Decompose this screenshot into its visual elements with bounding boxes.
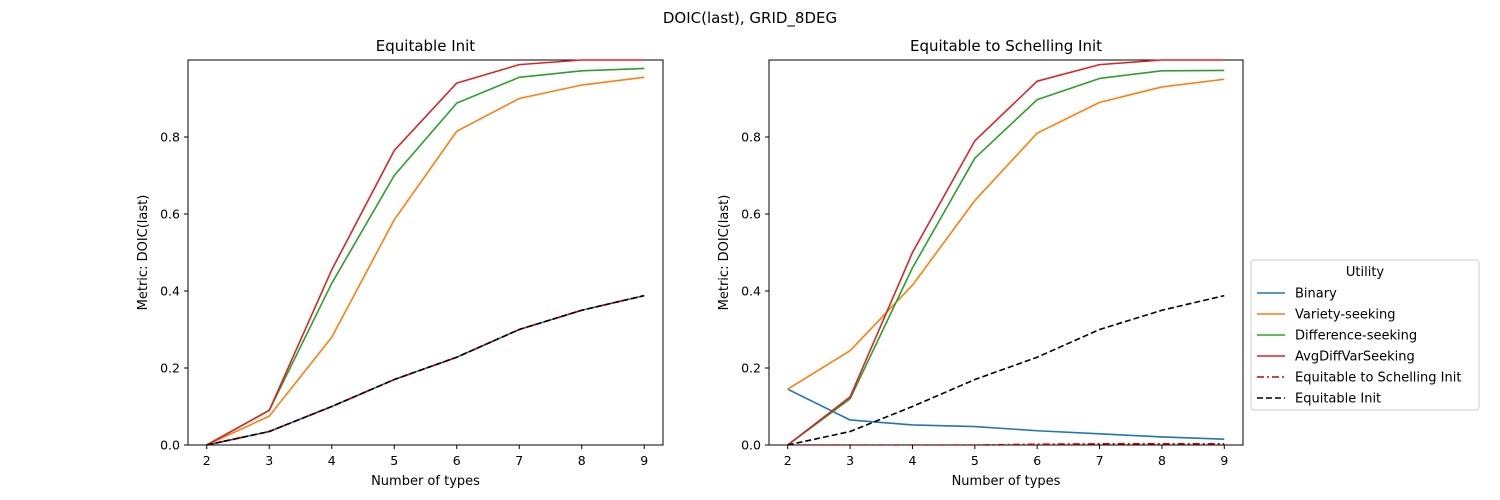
axes-frame xyxy=(768,59,1244,446)
x-tick-label: 3 xyxy=(265,453,273,468)
subplot-title: Equitable to Schelling Init xyxy=(910,37,1102,55)
series-line-variety-seeking xyxy=(206,76,645,445)
x-tick-label: 8 xyxy=(1158,453,1166,468)
y-tick-label: 0.6 xyxy=(160,207,180,222)
legend-label-equitable-init: Equitable Init xyxy=(1295,392,1381,407)
legend-frame xyxy=(1250,259,1480,411)
legend-label-binary: Binary xyxy=(1295,287,1337,302)
x-tick-label: 9 xyxy=(1220,453,1228,468)
series-line-difference-seeking xyxy=(206,67,645,445)
series-line-variety-seeking xyxy=(787,78,1225,390)
subplot-equitable-to-schelling-init: Equitable to Schelling Init 2 3 4 5 6 7 8 9 0.0 0.… xyxy=(717,37,1244,489)
series-line-equitable-init xyxy=(206,294,645,445)
legend-label-difference-seeking: Difference-seeking xyxy=(1295,329,1417,344)
series-line-difference-seeking xyxy=(787,69,1225,445)
y-axis-label: Metric: DOIC(last) xyxy=(717,195,732,311)
y-tick-label: 0.2 xyxy=(741,361,761,376)
series-line-binary xyxy=(787,388,1225,441)
x-tick-label: 2 xyxy=(203,453,211,468)
x-axis-label: Number of types xyxy=(371,474,480,489)
figure-suptitle: DOIC(last), GRID_8DEG xyxy=(663,9,837,28)
series-line-equitable-to-schelling-init xyxy=(206,294,645,445)
axes-frame xyxy=(187,59,664,446)
x-tick-label: 6 xyxy=(1033,453,1041,468)
x-tick-label: 8 xyxy=(578,453,586,468)
x-axis-label: Number of types xyxy=(952,474,1061,489)
x-tick-label: 3 xyxy=(846,453,854,468)
legend: Utility Binary Variety-seeking Difference-s… xyxy=(1250,259,1480,411)
y-axis-label: Metric: DOIC(last) xyxy=(136,195,151,311)
x-tick-label: 5 xyxy=(390,453,398,468)
y-tick-label: 0.6 xyxy=(741,207,761,222)
x-tick-label: 7 xyxy=(1096,453,1104,468)
series-line-avgdiffvarseeking xyxy=(206,59,645,445)
series-line-equitable-init xyxy=(787,294,1225,445)
subplot-equitable-init: Equitable Init 2 3 4 5 6 7 8 9 0.0 0.2 0.4 0.6 0.8 Num… xyxy=(136,37,664,489)
y-tick-label: 0.8 xyxy=(741,130,761,145)
legend-label-variety-seeking: Variety-seeking xyxy=(1295,308,1395,323)
legend-label-avgdiffvarseeking: AvgDiffVarSeeking xyxy=(1295,350,1415,365)
x-tick-label: 9 xyxy=(640,453,648,468)
subplot-title: Equitable Init xyxy=(376,37,476,55)
y-tick-label: 0.0 xyxy=(741,438,761,453)
legend-label-equitable-to-schelling-init: Equitable to Schelling Init xyxy=(1295,371,1461,386)
series-line-avgdiffvarseeking xyxy=(787,59,1225,445)
x-tick-label: 2 xyxy=(784,453,792,468)
x-tick-label: 7 xyxy=(515,453,523,468)
x-tick-label: 4 xyxy=(328,453,336,468)
y-tick-label: 0.0 xyxy=(160,438,180,453)
y-tick-label: 0.4 xyxy=(160,284,180,299)
x-tick-label: 6 xyxy=(453,453,461,468)
series-line-equitable-to-schelling-init xyxy=(787,443,1225,445)
x-tick-label: 4 xyxy=(908,453,916,468)
series-line-binary xyxy=(206,294,645,445)
y-tick-label: 0.4 xyxy=(741,284,761,299)
x-tick-label: 5 xyxy=(971,453,979,468)
legend-title: Utility xyxy=(1346,265,1385,280)
y-tick-label: 0.8 xyxy=(160,130,180,145)
y-tick-label: 0.2 xyxy=(160,361,180,376)
